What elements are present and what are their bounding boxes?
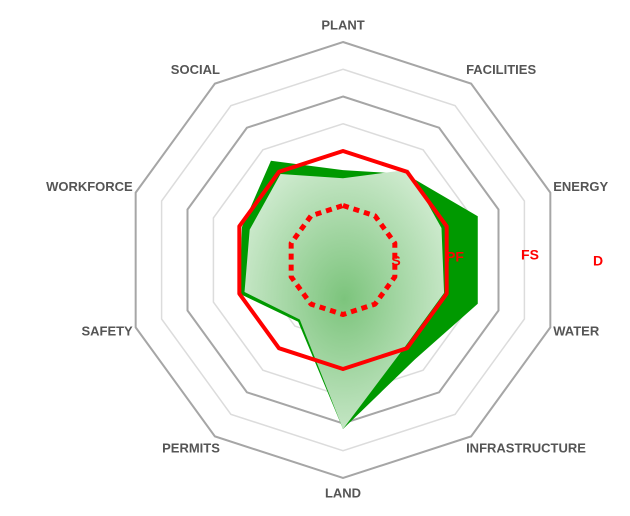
series-line <box>288 203 398 317</box>
axis-label: WATER <box>553 324 600 339</box>
axis-label: INFRASTRUCTURE <box>466 441 586 456</box>
axis-label: SAFETY <box>81 324 133 339</box>
axis-label: LAND <box>325 485 361 500</box>
axis-label: PERMITS <box>162 441 220 456</box>
annotation: PF <box>446 249 464 265</box>
axis-label: PLANT <box>321 17 364 32</box>
grid-ring <box>134 40 552 480</box>
grid-ring <box>160 68 526 452</box>
axis-label: SOCIAL <box>171 62 220 77</box>
axis-label: WORKFORCE <box>46 179 133 194</box>
annotation: S <box>391 253 400 269</box>
annotation: D <box>593 253 603 269</box>
axis-label: ENERGY <box>553 179 608 194</box>
axis-label: FACILITIES <box>466 62 536 77</box>
series-line <box>237 149 449 371</box>
annotation: FS <box>521 247 539 263</box>
